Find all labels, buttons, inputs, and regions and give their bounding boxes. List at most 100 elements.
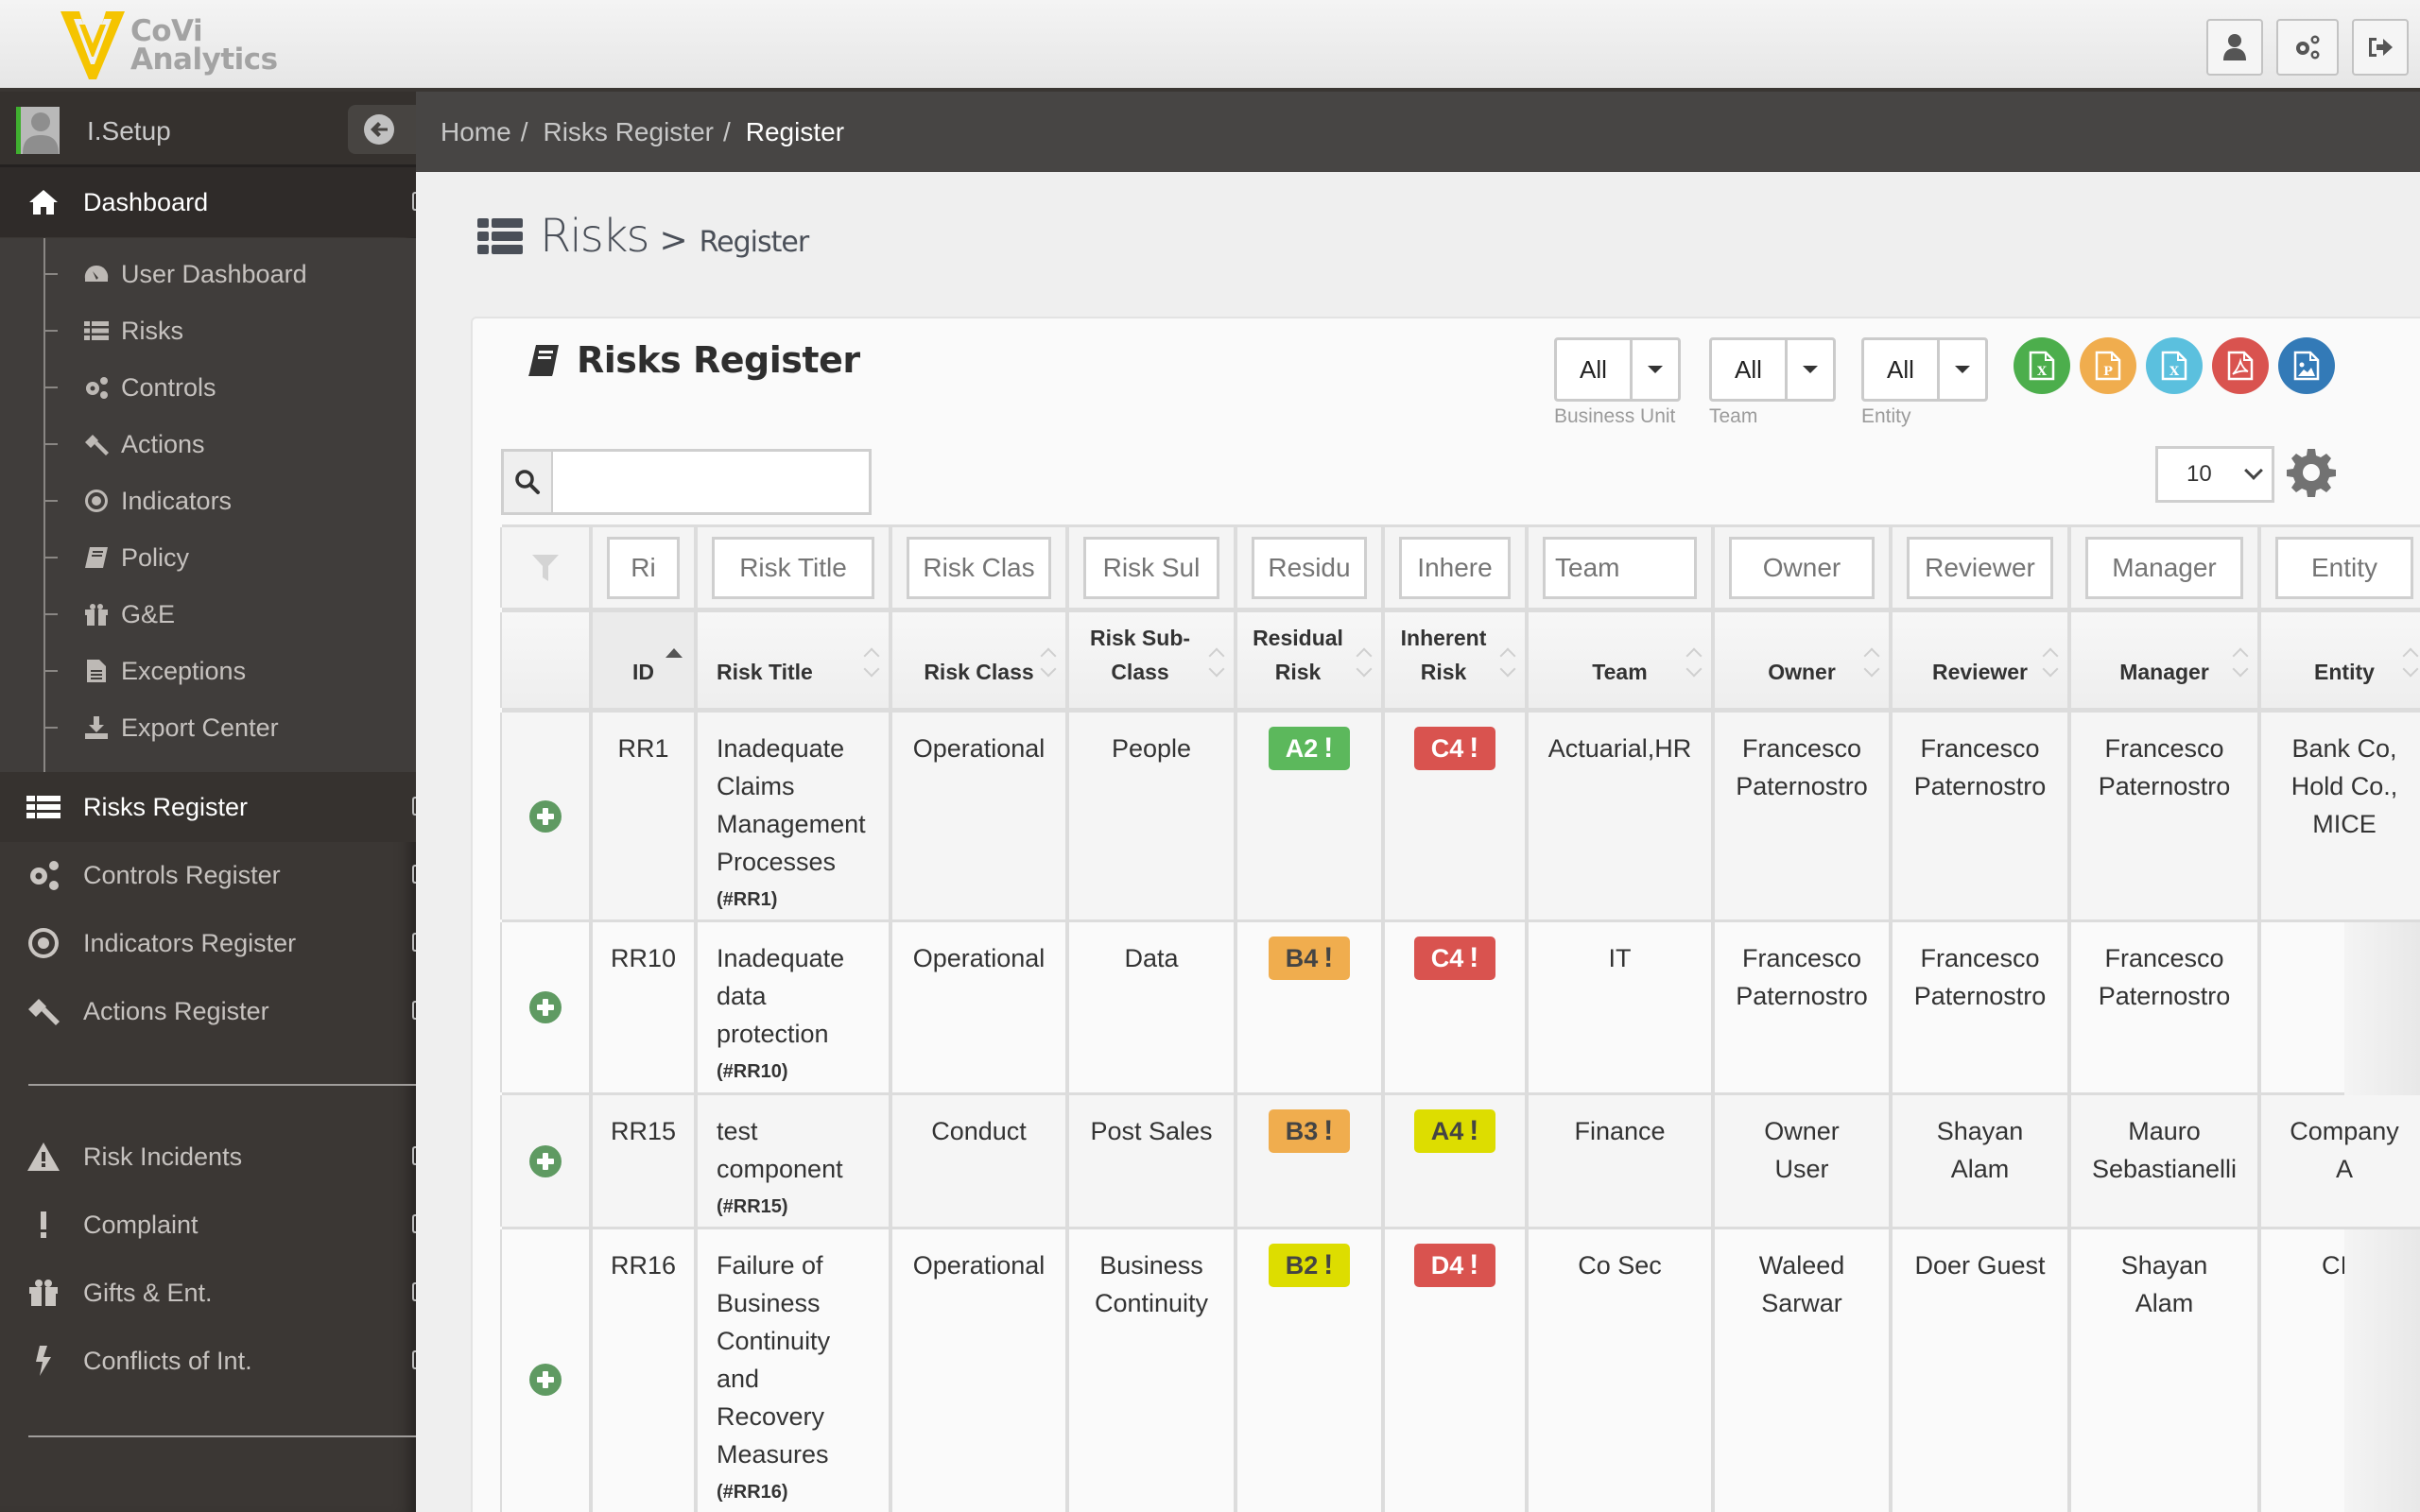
export-pdf-button[interactable] — [2212, 337, 2269, 394]
residual-risk-badge[interactable]: A2! — [1269, 727, 1350, 770]
residual-risk-badge[interactable]: B2! — [1269, 1244, 1350, 1287]
table-row[interactable]: RR10 Inadequate data protection (#RR10) O… — [500, 922, 2420, 1095]
cell-owner: Waleed Sarwar — [1713, 1229, 1891, 1512]
search-button[interactable] — [504, 452, 553, 512]
sidebar-item-conflicts-of-int[interactable]: Conflicts of Int. — [0, 1326, 416, 1396]
sidebar-item-g-and-e[interactable]: G&E — [43, 586, 412, 643]
sidebar-item-indicators[interactable]: Indicators — [43, 472, 412, 529]
header-reviewer[interactable]: Reviewer — [1891, 612, 2069, 708]
sidebar-item-user-dashboard[interactable]: User Dashboard — [43, 246, 412, 302]
sidebar-item-complaint[interactable]: Complaint — [0, 1190, 416, 1260]
table-row[interactable]: RR1 Inadequate Claims Management Process… — [500, 713, 2420, 922]
export-powerpoint-button[interactable]: P — [2080, 337, 2136, 394]
residual-risk-badge[interactable]: B4! — [1269, 936, 1350, 980]
export-csv-button[interactable]: X — [2146, 337, 2203, 394]
filter-owner-input[interactable] — [1729, 536, 1875, 599]
header-risk-title[interactable]: Risk Title — [696, 612, 890, 708]
sidebar-item-risk-incidents[interactable]: Risk Incidents — [0, 1122, 416, 1192]
expand-row-icon[interactable] — [529, 1363, 562, 1396]
filter-manager-input[interactable] — [2085, 536, 2243, 599]
cell-id[interactable]: RR10 — [591, 922, 696, 1092]
breadcrumb-home[interactable]: Home — [441, 116, 511, 146]
header-entity[interactable]: Entity — [2259, 612, 2420, 708]
sidebar-item-actions-register[interactable]: Actions Register — [0, 976, 416, 1046]
sidebar-item-actions[interactable]: Actions — [43, 416, 412, 472]
sidebar-item-controls[interactable]: Controls — [43, 359, 412, 416]
inherent-risk-badge[interactable]: A4! — [1414, 1109, 1495, 1153]
sidebar-item-controls-register[interactable]: Controls Register — [0, 840, 416, 910]
sidebar-item-risks-register[interactable]: Risks Register — [0, 772, 416, 842]
cell-title[interactable]: Inadequate Claims Management Processes — [717, 734, 866, 876]
caret-down-icon[interactable] — [1788, 340, 1833, 399]
filter-risk-title-input[interactable] — [712, 536, 874, 599]
filter-residual-input[interactable] — [1252, 536, 1367, 599]
sidebar-item-gifts-ent[interactable]: Gifts & Ent. — [0, 1258, 416, 1328]
expand-toggle-icon[interactable] — [412, 797, 416, 816]
header-inherent-risk[interactable]: Inherent Risk — [1383, 612, 1527, 708]
header-risk-class[interactable]: Risk Class — [890, 612, 1067, 708]
export-excel-button[interactable]: X — [2014, 337, 2070, 394]
filter-id-input[interactable] — [607, 536, 680, 599]
cell-title[interactable]: Failure of Business Continuity and Recov… — [717, 1251, 831, 1469]
header-id[interactable]: ID — [591, 612, 696, 708]
expand-toggle-icon[interactable] — [412, 1214, 416, 1233]
cell-title[interactable]: Inadequate data protection — [717, 944, 845, 1048]
expand-toggle-icon[interactable] — [412, 933, 416, 952]
cell-id[interactable]: RR15 — [591, 1095, 696, 1227]
filter-inherent-input[interactable] — [1399, 536, 1511, 599]
table-row[interactable]: RR16 Failure of Business Continuity and … — [500, 1229, 2420, 1512]
avatar[interactable] — [16, 107, 60, 154]
tachometer-icon — [84, 265, 109, 282]
table-row[interactable]: RR15 test component (#RR15) Conduct Post … — [500, 1095, 2420, 1229]
entity-select[interactable]: All — [1861, 337, 1988, 402]
sidebar-item-export-center[interactable]: Export Center — [43, 699, 412, 756]
filter-team-input[interactable] — [1543, 536, 1697, 599]
header-risk-subclass[interactable]: Risk Sub-Class — [1067, 612, 1236, 708]
expand-row-icon[interactable] — [529, 799, 562, 833]
sidebar-item-policy[interactable]: Policy — [43, 529, 412, 586]
expand-toggle-icon[interactable] — [412, 1282, 416, 1301]
breadcrumb-risks-register[interactable]: Risks Register — [543, 116, 714, 146]
sidebar-collapse-button[interactable] — [348, 105, 416, 154]
sidebar-item-exceptions[interactable]: Exceptions — [43, 643, 412, 699]
expand-row-icon[interactable] — [529, 991, 562, 1023]
caret-down-icon[interactable] — [1940, 340, 1985, 399]
expand-row-icon[interactable] — [529, 1144, 562, 1177]
filter-entity-input[interactable] — [2275, 536, 2413, 599]
expand-toggle-icon[interactable] — [412, 192, 416, 211]
sidebar-item-risks[interactable]: Risks — [43, 302, 412, 359]
inherent-risk-badge[interactable]: D4! — [1414, 1244, 1495, 1287]
expand-toggle-icon[interactable] — [412, 1146, 416, 1165]
profile-button[interactable] — [2206, 19, 2263, 76]
logout-button[interactable] — [2352, 19, 2409, 76]
filter-risk-class-input[interactable] — [907, 536, 1051, 599]
inherent-risk-badge[interactable]: C4! — [1414, 727, 1495, 770]
team-select[interactable]: All — [1709, 337, 1836, 402]
residual-risk-badge[interactable]: B3! — [1269, 1109, 1350, 1153]
sidebar-item-dashboard[interactable]: Dashboard — [0, 167, 416, 237]
business-unit-select[interactable]: All — [1554, 337, 1681, 402]
search-input[interactable] — [553, 452, 869, 512]
expand-toggle-icon[interactable] — [412, 865, 416, 884]
username[interactable]: I.Setup — [87, 116, 171, 146]
export-image-button[interactable] — [2278, 337, 2335, 394]
column-settings-button[interactable] — [2286, 447, 2337, 498]
expand-toggle-icon[interactable] — [412, 1001, 416, 1020]
inherent-risk-badge[interactable]: C4! — [1414, 936, 1495, 980]
cell-id[interactable]: RR16 — [591, 1229, 696, 1512]
header-residual-risk[interactable]: Residual Risk — [1236, 612, 1383, 708]
sidebar-item-indicators-register[interactable]: Indicators Register — [0, 908, 416, 978]
page-size-select[interactable]: 10 — [2155, 446, 2274, 503]
header-manager[interactable]: Manager — [2069, 612, 2259, 708]
cell-risk-subclass: Post Sales — [1067, 1095, 1236, 1227]
filter-reviewer-input[interactable] — [1907, 536, 2053, 599]
cell-title[interactable]: test component — [717, 1117, 843, 1183]
settings-button[interactable] — [2276, 19, 2339, 76]
cell-id[interactable]: RR1 — [591, 713, 696, 919]
header-owner[interactable]: Owner — [1713, 612, 1891, 708]
caret-down-icon[interactable] — [1633, 340, 1678, 399]
expand-toggle-icon[interactable] — [412, 1350, 416, 1369]
filter-risk-subclass-input[interactable] — [1083, 536, 1219, 599]
header-team[interactable]: Team — [1527, 612, 1713, 708]
covi-logo[interactable]: CoVi Analytics — [60, 11, 278, 79]
